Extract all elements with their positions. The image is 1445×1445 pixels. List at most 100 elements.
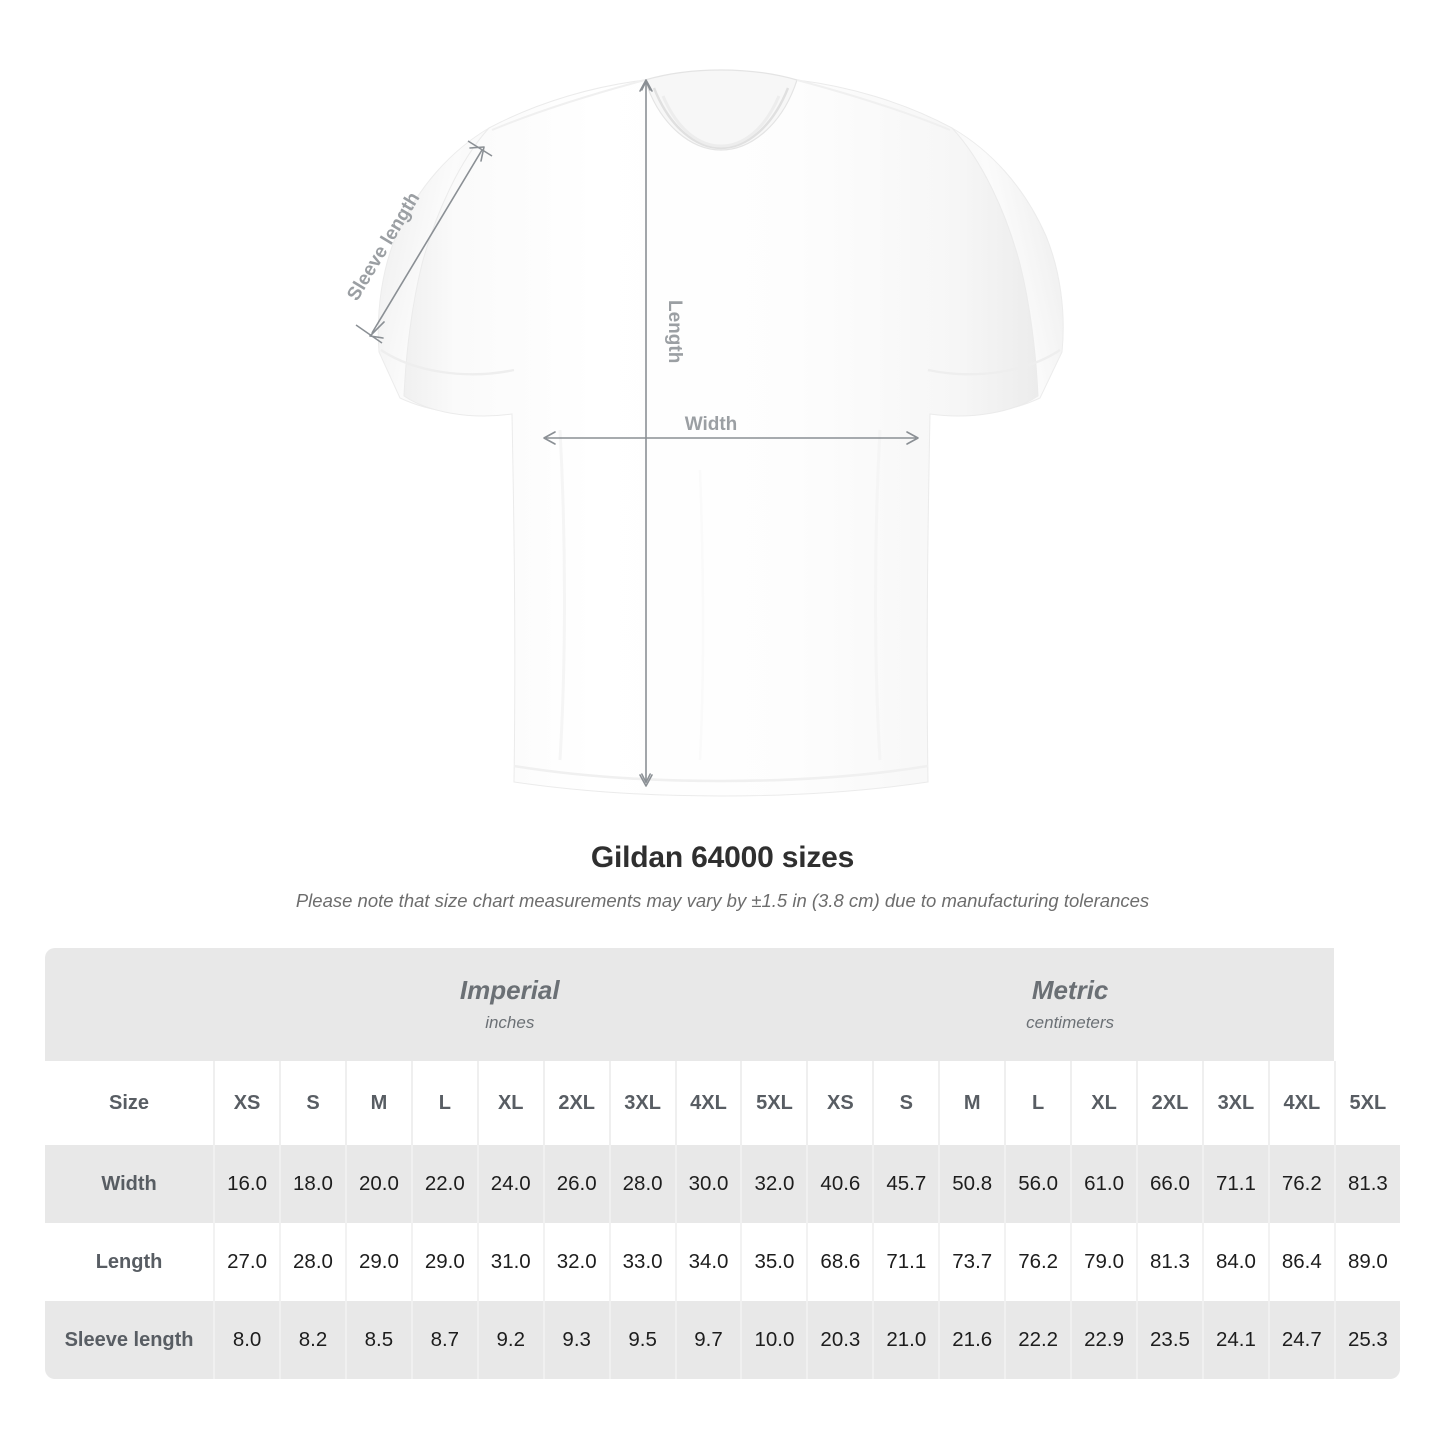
cell-width-metric-s: 45.7 <box>872 1145 939 1223</box>
cell-width-imperial-4xl: 30.0 <box>674 1145 741 1223</box>
cell-length-metric-m: 73.7 <box>938 1223 1005 1301</box>
size-header-metric-3xl: 3XL <box>1201 1061 1268 1145</box>
chart-heading: Gildan 64000 sizes Please note that size… <box>0 838 1445 916</box>
size-header-metric-s: S <box>872 1061 939 1145</box>
cell-sleeve-imperial-l: 8.7 <box>410 1301 477 1379</box>
unit-name-imperial: Imperial <box>459 975 560 1005</box>
cell-sleeve-imperial-xs: 8.0 <box>213 1301 280 1379</box>
cell-sleeve-imperial-2xl: 9.3 <box>542 1301 609 1379</box>
cell-width-metric-m: 50.8 <box>938 1145 1005 1223</box>
size-header-imperial-3xl: 3XL <box>608 1061 675 1145</box>
cell-width-imperial-s: 18.0 <box>279 1145 345 1223</box>
tshirt-illustration: Length Width Sleeve length <box>343 69 1064 797</box>
size-chart-table-container: Imperial inches Metric centimeters Size … <box>45 948 1400 1379</box>
size-header-imperial-l: L <box>410 1061 477 1145</box>
cell-length-metric-l: 76.2 <box>1004 1223 1071 1301</box>
cell-width-imperial-m: 20.0 <box>344 1145 411 1223</box>
size-header-metric-5xl: 5XL <box>1333 1061 1400 1145</box>
size-header-metric-xl: XL <box>1070 1061 1137 1145</box>
width-measure-arrow <box>543 431 919 445</box>
cell-length-metric-xs: 68.6 <box>806 1223 873 1301</box>
size-header-imperial-s: S <box>279 1061 345 1145</box>
size-header-metric-m: M <box>938 1061 1005 1145</box>
size-header-imperial-xs: XS <box>213 1061 280 1145</box>
size-header-imperial-xl: XL <box>476 1061 543 1145</box>
cell-length-metric-5xl: 89.0 <box>1333 1223 1400 1301</box>
unit-system-row: Imperial inches Metric centimeters <box>45 948 1400 1061</box>
cell-length-imperial-4xl: 34.0 <box>674 1223 741 1301</box>
cell-length-imperial-l: 29.0 <box>410 1223 477 1301</box>
cell-width-imperial-3xl: 28.0 <box>608 1145 675 1223</box>
size-header-metric-xs: XS <box>806 1061 873 1145</box>
cell-length-metric-s: 71.1 <box>872 1223 939 1301</box>
cell-width-metric-xl: 61.0 <box>1070 1145 1137 1223</box>
cell-sleeve-metric-s: 21.0 <box>872 1301 939 1379</box>
cell-sleeve-metric-3xl: 24.1 <box>1201 1301 1268 1379</box>
table-row: Width 16.0 18.0 20.0 22.0 24.0 26.0 28.0… <box>45 1145 1400 1223</box>
cell-length-metric-2xl: 81.3 <box>1136 1223 1202 1301</box>
cell-sleeve-imperial-m: 8.5 <box>344 1301 411 1379</box>
cell-length-imperial-5xl: 35.0 <box>740 1223 807 1301</box>
table-row: Sleeve length 8.0 8.2 8.5 8.7 9.2 9.3 9.… <box>45 1301 1400 1379</box>
cell-width-metric-3xl: 71.1 <box>1201 1145 1268 1223</box>
cell-width-metric-l: 56.0 <box>1004 1145 1071 1223</box>
tolerance-note: Please note that size chart measurements… <box>295 890 1150 911</box>
size-header-label: Size <box>45 1061 214 1145</box>
cell-length-imperial-xs: 27.0 <box>213 1223 280 1301</box>
tshirt-diagram: Length Width Sleeve length <box>343 69 1064 797</box>
cell-sleeve-imperial-xl: 9.2 <box>476 1301 543 1379</box>
cell-width-metric-2xl: 66.0 <box>1136 1145 1202 1223</box>
cell-sleeve-metric-xs: 20.3 <box>806 1301 873 1379</box>
cell-length-imperial-3xl: 33.0 <box>608 1223 675 1301</box>
row-label-width: Width <box>45 1145 214 1223</box>
cell-length-metric-4xl: 86.4 <box>1267 1223 1334 1301</box>
cell-sleeve-imperial-5xl: 10.0 <box>740 1301 807 1379</box>
size-header-metric-l: L <box>1004 1061 1071 1145</box>
size-header-metric-4xl: 4XL <box>1267 1061 1334 1145</box>
cell-sleeve-metric-l: 22.2 <box>1004 1301 1071 1379</box>
size-header-imperial-4xl: 4XL <box>674 1061 741 1145</box>
cell-length-metric-xl: 79.0 <box>1070 1223 1137 1301</box>
cell-sleeve-imperial-3xl: 9.5 <box>608 1301 675 1379</box>
cell-width-imperial-xs: 16.0 <box>213 1145 280 1223</box>
cell-width-imperial-l: 22.0 <box>410 1145 477 1223</box>
cell-length-imperial-s: 28.0 <box>279 1223 345 1301</box>
cell-length-imperial-m: 29.0 <box>344 1223 411 1301</box>
cell-width-imperial-2xl: 26.0 <box>542 1145 609 1223</box>
size-chart-table: Imperial inches Metric centimeters Size … <box>45 948 1400 1379</box>
cell-sleeve-metric-xl: 22.9 <box>1070 1301 1137 1379</box>
unit-section-imperial: Imperial inches <box>213 948 807 1061</box>
cell-sleeve-metric-m: 21.6 <box>938 1301 1005 1379</box>
cell-width-metric-xs: 40.6 <box>806 1145 873 1223</box>
cell-width-imperial-5xl: 32.0 <box>740 1145 807 1223</box>
cell-sleeve-imperial-4xl: 9.7 <box>674 1301 741 1379</box>
length-measure-arrow <box>639 79 653 787</box>
cell-length-imperial-2xl: 32.0 <box>542 1223 609 1301</box>
cell-sleeve-metric-4xl: 24.7 <box>1267 1301 1334 1379</box>
cell-sleeve-imperial-s: 8.2 <box>279 1301 345 1379</box>
cell-width-imperial-xl: 24.0 <box>476 1145 543 1223</box>
cell-length-metric-3xl: 84.0 <box>1201 1223 1268 1301</box>
unit-name-metric: Metric <box>1031 975 1109 1005</box>
row-label-length: Length <box>45 1223 214 1301</box>
table-row: Length 27.0 28.0 29.0 29.0 31.0 32.0 33.… <box>45 1223 1400 1301</box>
size-header-metric-2xl: 2XL <box>1136 1061 1202 1145</box>
size-header-imperial-2xl: 2XL <box>542 1061 609 1145</box>
unit-sub-metric: centimeters <box>1026 1013 1115 1032</box>
cell-width-metric-4xl: 76.2 <box>1267 1145 1334 1223</box>
page-title: Gildan 64000 sizes <box>590 841 855 874</box>
unit-row-spacer <box>45 948 214 1061</box>
cell-sleeve-metric-5xl: 25.3 <box>1333 1301 1400 1379</box>
size-header-imperial-m: M <box>344 1061 411 1145</box>
width-label: Width <box>685 414 738 435</box>
size-header-row: Size XS S M L XL 2XL 3XL 4XL 5XL XS S M … <box>45 1061 1400 1145</box>
length-label: Length <box>664 300 685 363</box>
cell-length-imperial-xl: 31.0 <box>476 1223 543 1301</box>
unit-section-metric: Metric centimeters <box>806 948 1334 1061</box>
cell-width-metric-5xl: 81.3 <box>1333 1145 1400 1223</box>
cell-sleeve-metric-2xl: 23.5 <box>1136 1301 1202 1379</box>
unit-sub-imperial: inches <box>485 1013 535 1032</box>
size-header-imperial-5xl: 5XL <box>740 1061 807 1145</box>
row-label-sleeve-length: Sleeve length <box>45 1301 214 1379</box>
sleeve-length-measure-arrow <box>355 140 493 344</box>
